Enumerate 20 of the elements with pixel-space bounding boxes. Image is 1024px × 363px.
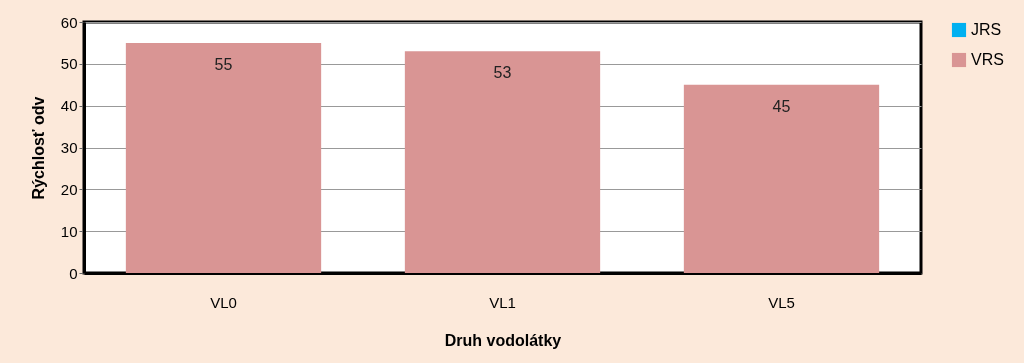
- y-tick-label: 60: [60, 13, 78, 31]
- y-tick-label: 40: [60, 97, 78, 115]
- x-tick-label: VL1: [489, 293, 516, 311]
- bar: [125, 42, 322, 273]
- x-tick-label: VL0: [210, 293, 237, 311]
- y-tick-label: 30: [60, 139, 78, 156]
- data-label: 45: [772, 97, 791, 115]
- x-axis-title: Druh vodolátky: [444, 331, 562, 349]
- legend-label: VRS: [971, 51, 1004, 68]
- data-label: 55: [214, 55, 233, 73]
- y-tick-label: 10: [60, 222, 78, 240]
- y-tick-label: 0: [69, 264, 78, 282]
- x-tick-label: VL5: [768, 293, 795, 311]
- bar: [683, 84, 880, 273]
- y-tick-label: 50: [60, 55, 78, 73]
- bar: [404, 51, 601, 273]
- y-axis-title: Rýchlosť odv: [29, 96, 47, 200]
- legend-label: JRS: [971, 21, 1002, 38]
- data-label: 53: [493, 64, 512, 82]
- y-tick-label: 20: [60, 180, 78, 198]
